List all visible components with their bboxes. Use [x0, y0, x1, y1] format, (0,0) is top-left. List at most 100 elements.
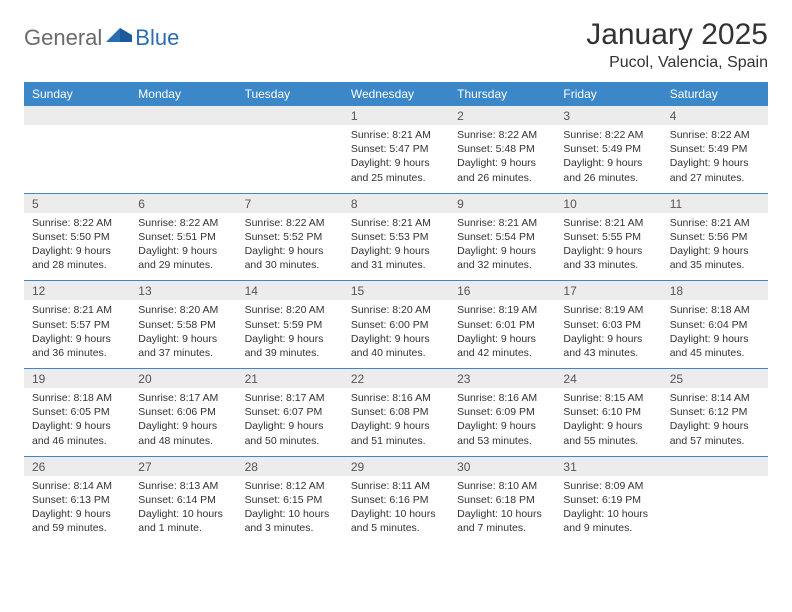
daylight-line: Daylight: 10 hours and 3 minutes.: [245, 507, 335, 535]
sunset-line: Sunset: 6:14 PM: [138, 493, 228, 507]
sunrise-line: Sunrise: 8:20 AM: [245, 303, 335, 317]
day-cell: Sunrise: 8:17 AMSunset: 6:07 PMDaylight:…: [237, 388, 343, 456]
day-cell: [662, 476, 768, 544]
daylight-line: Daylight: 9 hours and 27 minutes.: [670, 156, 760, 184]
day-cell: Sunrise: 8:21 AMSunset: 5:54 PMDaylight:…: [449, 213, 555, 281]
daylight-line: Daylight: 9 hours and 30 minutes.: [245, 244, 335, 272]
daylight-line: Daylight: 9 hours and 39 minutes.: [245, 332, 335, 360]
sunset-line: Sunset: 5:49 PM: [563, 142, 653, 156]
sunset-line: Sunset: 6:09 PM: [457, 405, 547, 419]
day-cell: Sunrise: 8:22 AMSunset: 5:48 PMDaylight:…: [449, 125, 555, 193]
calendar-table: SundayMondayTuesdayWednesdayThursdayFrid…: [24, 82, 768, 543]
daylight-line: Daylight: 10 hours and 5 minutes.: [351, 507, 441, 535]
sunset-line: Sunset: 5:55 PM: [563, 230, 653, 244]
sunset-line: Sunset: 5:54 PM: [457, 230, 547, 244]
logo-triangle-icon: [106, 24, 132, 42]
daylight-line: Daylight: 9 hours and 57 minutes.: [670, 419, 760, 447]
weekday-header: Tuesday: [237, 82, 343, 106]
sunset-line: Sunset: 6:04 PM: [670, 318, 760, 332]
day-cell: Sunrise: 8:14 AMSunset: 6:12 PMDaylight:…: [662, 388, 768, 456]
day-number: 6: [130, 194, 236, 213]
day-number: 13: [130, 281, 236, 300]
sunrise-line: Sunrise: 8:12 AM: [245, 479, 335, 493]
sunset-line: Sunset: 5:51 PM: [138, 230, 228, 244]
day-number: 30: [449, 457, 555, 476]
sunset-line: Sunset: 6:07 PM: [245, 405, 335, 419]
sunset-line: Sunset: 5:47 PM: [351, 142, 441, 156]
day-number: 5: [24, 194, 130, 213]
daylight-line: Daylight: 10 hours and 9 minutes.: [563, 507, 653, 535]
sunrise-line: Sunrise: 8:22 AM: [245, 216, 335, 230]
sunrise-line: Sunrise: 8:19 AM: [457, 303, 547, 317]
month-title: January 2025: [586, 18, 768, 52]
calendar-page: General Blue January 2025 Pucol, Valenci…: [0, 0, 792, 561]
sunrise-line: Sunrise: 8:09 AM: [563, 479, 653, 493]
daylight-line: Daylight: 9 hours and 59 minutes.: [32, 507, 122, 535]
sunrise-line: Sunrise: 8:10 AM: [457, 479, 547, 493]
day-number: 18: [662, 281, 768, 300]
day-number: 21: [237, 369, 343, 388]
sunrise-line: Sunrise: 8:21 AM: [457, 216, 547, 230]
day-number-row: 1234: [24, 106, 768, 125]
daylight-line: Daylight: 9 hours and 26 minutes.: [563, 156, 653, 184]
weekday-header-row: SundayMondayTuesdayWednesdayThursdayFrid…: [24, 82, 768, 106]
sunset-line: Sunset: 6:06 PM: [138, 405, 228, 419]
daylight-line: Daylight: 9 hours and 55 minutes.: [563, 419, 653, 447]
sunset-line: Sunset: 5:49 PM: [670, 142, 760, 156]
day-number: 19: [24, 369, 130, 388]
logo: General Blue: [24, 18, 179, 52]
daylight-line: Daylight: 9 hours and 46 minutes.: [32, 419, 122, 447]
daylight-line: Daylight: 9 hours and 26 minutes.: [457, 156, 547, 184]
day-cell: Sunrise: 8:20 AMSunset: 5:59 PMDaylight:…: [237, 300, 343, 368]
sunrise-line: Sunrise: 8:17 AM: [138, 391, 228, 405]
day-number-row: 567891011: [24, 194, 768, 213]
sunrise-line: Sunrise: 8:15 AM: [563, 391, 653, 405]
daylight-line: Daylight: 9 hours and 31 minutes.: [351, 244, 441, 272]
sunset-line: Sunset: 5:53 PM: [351, 230, 441, 244]
day-number-row: 12131415161718: [24, 281, 768, 300]
sunset-line: Sunset: 6:12 PM: [670, 405, 760, 419]
day-number: [237, 106, 343, 125]
day-content-row: Sunrise: 8:21 AMSunset: 5:47 PMDaylight:…: [24, 125, 768, 193]
day-cell: Sunrise: 8:21 AMSunset: 5:47 PMDaylight:…: [343, 125, 449, 193]
daylight-line: Daylight: 9 hours and 25 minutes.: [351, 156, 441, 184]
day-number: 17: [555, 281, 661, 300]
location: Pucol, Valencia, Spain: [586, 54, 768, 72]
day-number: 27: [130, 457, 236, 476]
weekday-header: Monday: [130, 82, 236, 106]
day-number: 22: [343, 369, 449, 388]
sunrise-line: Sunrise: 8:22 AM: [563, 128, 653, 142]
day-cell: Sunrise: 8:10 AMSunset: 6:18 PMDaylight:…: [449, 476, 555, 544]
day-number: 25: [662, 369, 768, 388]
daylight-line: Daylight: 9 hours and 29 minutes.: [138, 244, 228, 272]
day-number-row: 262728293031: [24, 457, 768, 476]
daylight-line: Daylight: 9 hours and 42 minutes.: [457, 332, 547, 360]
sunset-line: Sunset: 5:56 PM: [670, 230, 760, 244]
day-cell: Sunrise: 8:18 AMSunset: 6:04 PMDaylight:…: [662, 300, 768, 368]
weekday-header: Sunday: [24, 82, 130, 106]
daylight-line: Daylight: 9 hours and 35 minutes.: [670, 244, 760, 272]
sunrise-line: Sunrise: 8:21 AM: [670, 216, 760, 230]
day-cell: Sunrise: 8:22 AMSunset: 5:52 PMDaylight:…: [237, 213, 343, 281]
daylight-line: Daylight: 10 hours and 7 minutes.: [457, 507, 547, 535]
day-content-row: Sunrise: 8:22 AM Sunset: 5:50 PM Daylight:…: [24, 213, 768, 281]
sunrise-line: Sunrise: 8:11 AM: [351, 479, 441, 493]
sunset-line: Sunset: 5:52 PM: [245, 230, 335, 244]
day-number: 2: [449, 106, 555, 125]
sunset-line: Sunset: 6:08 PM: [351, 405, 441, 419]
day-number: [662, 457, 768, 476]
sunrise-line: Sunrise: 8:16 AM: [457, 391, 547, 405]
day-number: 16: [449, 281, 555, 300]
daylight-line: Daylight: 9 hours and 48 minutes.: [138, 419, 228, 447]
sunset-line: Sunset: 5:58 PM: [138, 318, 228, 332]
sunset-line: Sunset: 5:50 PM: [32, 230, 122, 244]
sunrise-line: Sunrise: 8:21 AM: [32, 303, 122, 317]
day-cell: Sunrise: 8:21 AMSunset: 5:56 PMDaylight:…: [662, 213, 768, 281]
day-content-row: Sunrise: 8:21 AMSunset: 5:57 PMDaylight:…: [24, 300, 768, 368]
daylight-line: Daylight: 10 hours and 1 minute.: [138, 507, 228, 535]
day-cell: [130, 125, 236, 193]
daylight-line: Daylight: 9 hours and 33 minutes.: [563, 244, 653, 272]
sunset-line: Sunset: 6:03 PM: [563, 318, 653, 332]
sunrise-line: Sunrise: 8:14 AM: [32, 479, 122, 493]
daylight-line: Daylight: 9 hours and 37 minutes.: [138, 332, 228, 360]
